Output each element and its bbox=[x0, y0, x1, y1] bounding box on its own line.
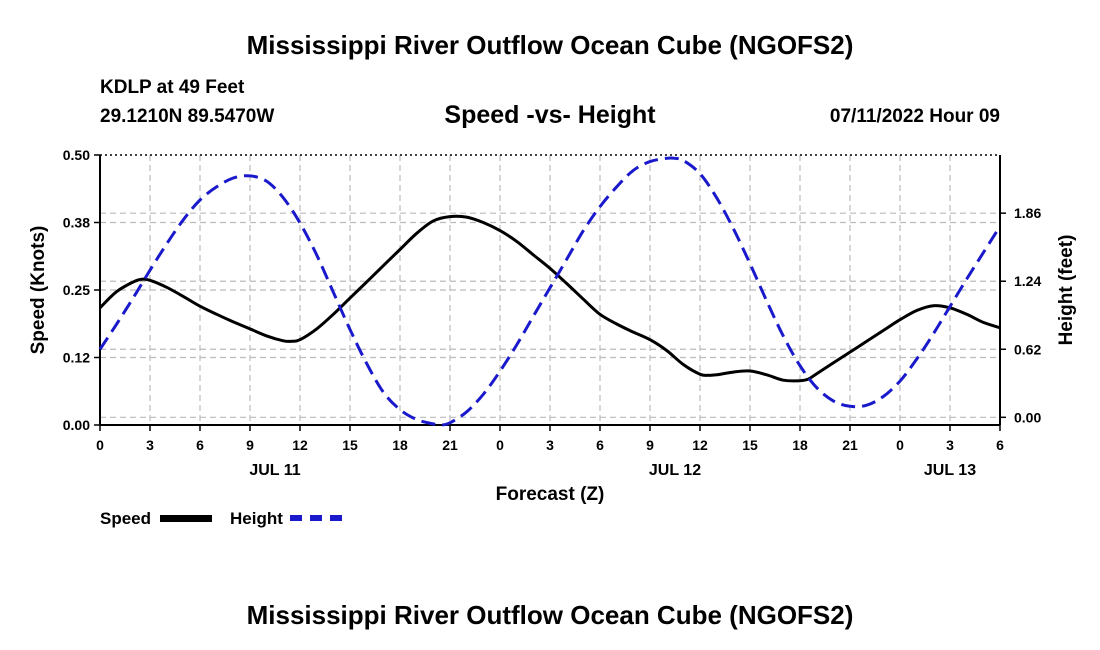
chart-subtitle: Speed -vs- Height bbox=[444, 101, 656, 129]
chart-title: Mississippi River Outflow Ocean Cube (NG… bbox=[246, 30, 854, 60]
legend-speed-swatch bbox=[160, 515, 212, 522]
x-tick-label: 6 bbox=[196, 437, 204, 453]
date-label: JUL 13 bbox=[924, 462, 976, 479]
y-tick-label: 0.38 bbox=[63, 215, 90, 231]
y-tick-label: 0.00 bbox=[63, 417, 90, 433]
x-tick-label: 12 bbox=[692, 437, 708, 453]
y-tick-label: 0.25 bbox=[63, 282, 90, 298]
x-tick-label: 21 bbox=[842, 437, 858, 453]
legend-height-swatch bbox=[290, 515, 342, 521]
station-coordinates: 29.1210N 89.5470W bbox=[100, 106, 275, 127]
x-tick-label: 21 bbox=[442, 437, 458, 453]
y2-tick-label: 1.86 bbox=[1014, 205, 1041, 221]
legend-speed-label: Speed bbox=[100, 509, 152, 528]
legend-height-label: Height bbox=[230, 509, 283, 528]
y2-tick-label: 0.62 bbox=[1014, 341, 1041, 357]
x-tick-label: 0 bbox=[96, 437, 104, 453]
y2-axis-title: Height (feet) bbox=[1056, 235, 1077, 346]
x-tick-label: 15 bbox=[742, 437, 758, 453]
x-axis-title: Forecast (Z) bbox=[496, 484, 605, 505]
y-tick-label: 0.50 bbox=[63, 147, 90, 163]
x-tick-label: 15 bbox=[342, 437, 358, 453]
x-tick-label: 6 bbox=[996, 437, 1004, 453]
x-tick-label: 3 bbox=[946, 437, 954, 453]
x-tick-label: 6 bbox=[596, 437, 604, 453]
x-tick-label: 0 bbox=[496, 437, 504, 453]
x-tick-label: 0 bbox=[896, 437, 904, 453]
x-tick-label: 12 bbox=[292, 437, 308, 453]
height-series-line bbox=[98, 156, 1002, 427]
x-tick-label: 9 bbox=[646, 437, 654, 453]
forecast-datetime: 07/11/2022 Hour 09 bbox=[829, 106, 1000, 127]
x-tick-label: 18 bbox=[792, 437, 808, 453]
speed-series-line bbox=[98, 214, 1001, 383]
y-axis-title: Speed (Knots) bbox=[28, 226, 49, 355]
y2-tick-label: 0.00 bbox=[1014, 409, 1041, 425]
station-label: KDLP at 49 Feet bbox=[100, 77, 245, 98]
x-tick-label: 3 bbox=[546, 437, 554, 453]
footer-title: Mississippi River Outflow Ocean Cube (NG… bbox=[246, 600, 854, 630]
x-tick-label: 3 bbox=[146, 437, 154, 453]
y-tick-label: 0.12 bbox=[63, 350, 90, 366]
y2-tick-label: 1.24 bbox=[1014, 273, 1041, 289]
date-label: JUL 12 bbox=[649, 462, 701, 479]
x-tick-label: 18 bbox=[392, 437, 408, 453]
x-tick-label: 9 bbox=[246, 437, 254, 453]
date-label: JUL 11 bbox=[249, 462, 300, 479]
